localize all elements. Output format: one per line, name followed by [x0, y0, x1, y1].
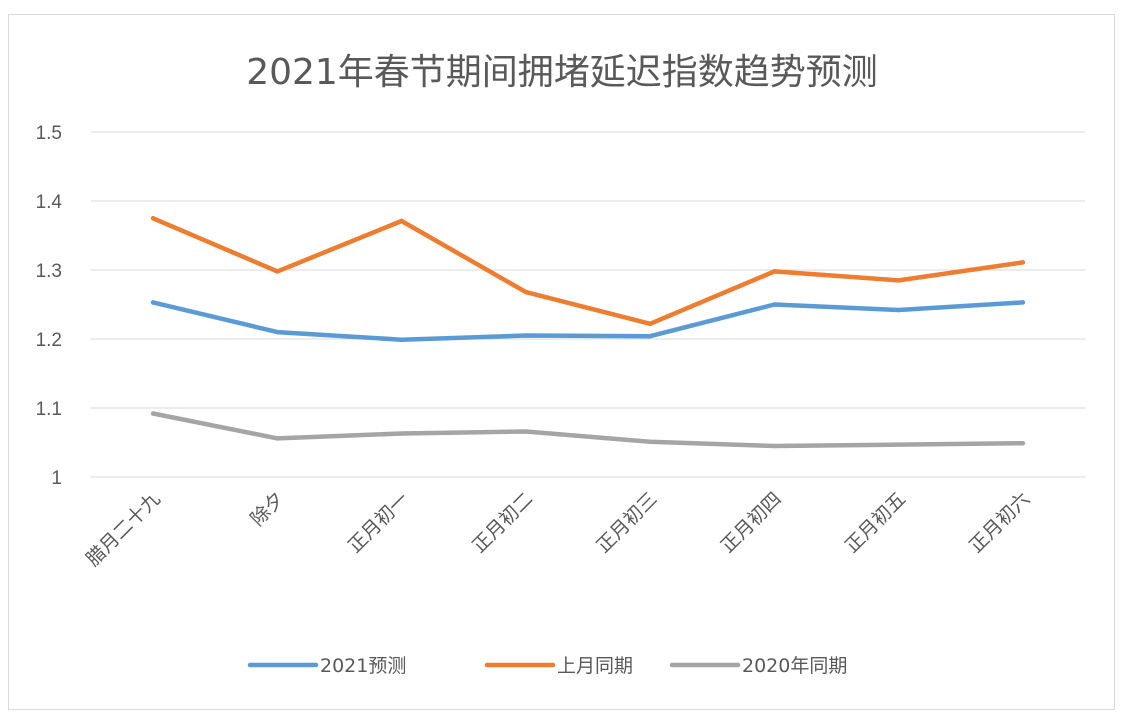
x-tick-label: 正月初二: [468, 488, 537, 557]
data-point: [523, 333, 529, 338]
data-point: [647, 334, 653, 339]
data-point: [150, 411, 156, 416]
data-point: [772, 302, 777, 307]
data-point: [896, 307, 901, 313]
series-lines: [150, 216, 1026, 449]
x-tick-label: 正月初一: [344, 488, 413, 557]
y-tick-label: 1.1: [36, 399, 62, 420]
data-point: [647, 321, 653, 327]
data-point: [772, 269, 777, 274]
data-point: [275, 329, 280, 335]
data-point: [772, 443, 777, 449]
x-axis-ticks: 腊月二十九 除夕 正月初一 正月初二 正月初三 正月初四 正月初五 正月初六: [82, 488, 1034, 571]
gridlines: [91, 131, 1085, 478]
data-point: [896, 278, 901, 283]
data-point: [523, 289, 529, 295]
series-line-2: [150, 411, 1026, 449]
y-tick-label: 1.4: [36, 192, 63, 213]
legend-label: 上月同期: [557, 655, 633, 677]
series-line-0: [150, 300, 1026, 342]
legend-label: 2020年同期: [742, 655, 847, 677]
legend-label: 2021预测: [320, 655, 406, 677]
y-tick-label: 1.3: [36, 261, 62, 282]
data-point: [647, 439, 653, 445]
x-tick-label: 正月初三: [592, 488, 661, 557]
x-tick-label: 正月初五: [841, 488, 910, 557]
data-point: [275, 269, 280, 274]
data-point: [1020, 440, 1026, 446]
y-tick-label: 1: [51, 468, 62, 489]
x-tick-label: 正月初六: [965, 488, 1034, 557]
chart-frame: [8, 14, 1115, 710]
chart-title: 2021年春节期间拥堵延迟指数趋势预测: [246, 52, 878, 93]
data-point: [896, 442, 901, 447]
data-point: [1020, 300, 1026, 305]
data-point: [275, 436, 280, 441]
y-tick-label: 1.5: [36, 123, 62, 144]
data-point: [150, 216, 156, 221]
legend: 2021预测 上月同期 2020年同期: [247, 655, 847, 677]
data-point: [1020, 260, 1026, 265]
data-point: [399, 218, 404, 224]
y-axis-ticks: 1 1.1 1.2 1.3 1.4 1.5: [36, 123, 63, 489]
x-tick-label: 正月初四: [717, 488, 786, 557]
data-point: [523, 429, 529, 434]
data-point: [150, 300, 156, 305]
y-tick-label: 1.2: [36, 330, 62, 351]
series-line-1: [150, 216, 1026, 327]
x-tick-label: 除夕: [246, 488, 288, 530]
data-point: [399, 431, 404, 436]
data-point: [399, 337, 404, 342]
x-tick-label: 腊月二十九: [82, 488, 165, 571]
